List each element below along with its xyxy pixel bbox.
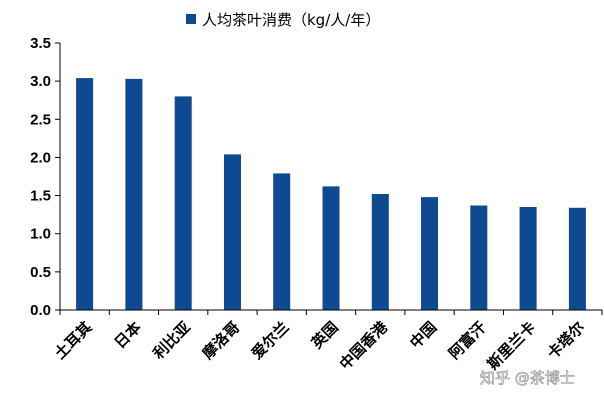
x-tick-label: 利比亚 xyxy=(149,318,194,363)
x-tick-label: 中国 xyxy=(406,318,440,352)
y-tick-label: 1.5 xyxy=(30,188,51,205)
x-tick-label: 爱尔兰 xyxy=(248,318,293,363)
y-tick-labels: 0.0 0.5 1.0 1.5 2.0 2.5 3.0 3.5 xyxy=(30,35,51,319)
legend-label: 人均茶叶消费（kg/人/年） xyxy=(202,11,380,29)
bar xyxy=(273,173,291,310)
watermark: 知乎 @茶博士 xyxy=(480,369,575,387)
x-tick-label: 中国香港 xyxy=(336,317,392,373)
bars xyxy=(76,78,586,311)
y-tick-label: 3.5 xyxy=(30,35,51,52)
y-tick-label: 2.5 xyxy=(30,111,51,128)
bar xyxy=(421,197,438,310)
bar xyxy=(224,154,241,310)
bar xyxy=(470,205,488,310)
x-tick-label: 摩洛哥 xyxy=(199,318,244,363)
y-tick-label: 0.0 xyxy=(30,302,51,319)
bar xyxy=(519,207,537,310)
bar xyxy=(371,194,389,310)
legend: 人均茶叶消费（kg/人/年） xyxy=(186,11,380,29)
x-tick-label: 英国 xyxy=(308,318,342,352)
y-tick-label: 1.0 xyxy=(30,226,51,243)
x-tick-label: 斯里兰卡 xyxy=(484,318,539,373)
x-tick-label: 卡塔尔 xyxy=(544,318,589,363)
y-tick-label: 3.0 xyxy=(30,73,51,90)
x-tick-label: 阿富汗 xyxy=(445,318,490,363)
bar xyxy=(76,78,94,310)
x-tick-label: 土耳其 xyxy=(51,318,96,363)
axes xyxy=(55,42,603,315)
bar xyxy=(322,186,340,310)
y-tick-label: 2.0 xyxy=(30,149,51,166)
bar xyxy=(174,96,192,311)
legend-swatch xyxy=(186,14,196,24)
x-tick-label: 日本 xyxy=(111,318,145,352)
bar xyxy=(125,78,143,311)
bar xyxy=(568,207,586,310)
y-tick-label: 0.5 xyxy=(30,264,51,281)
